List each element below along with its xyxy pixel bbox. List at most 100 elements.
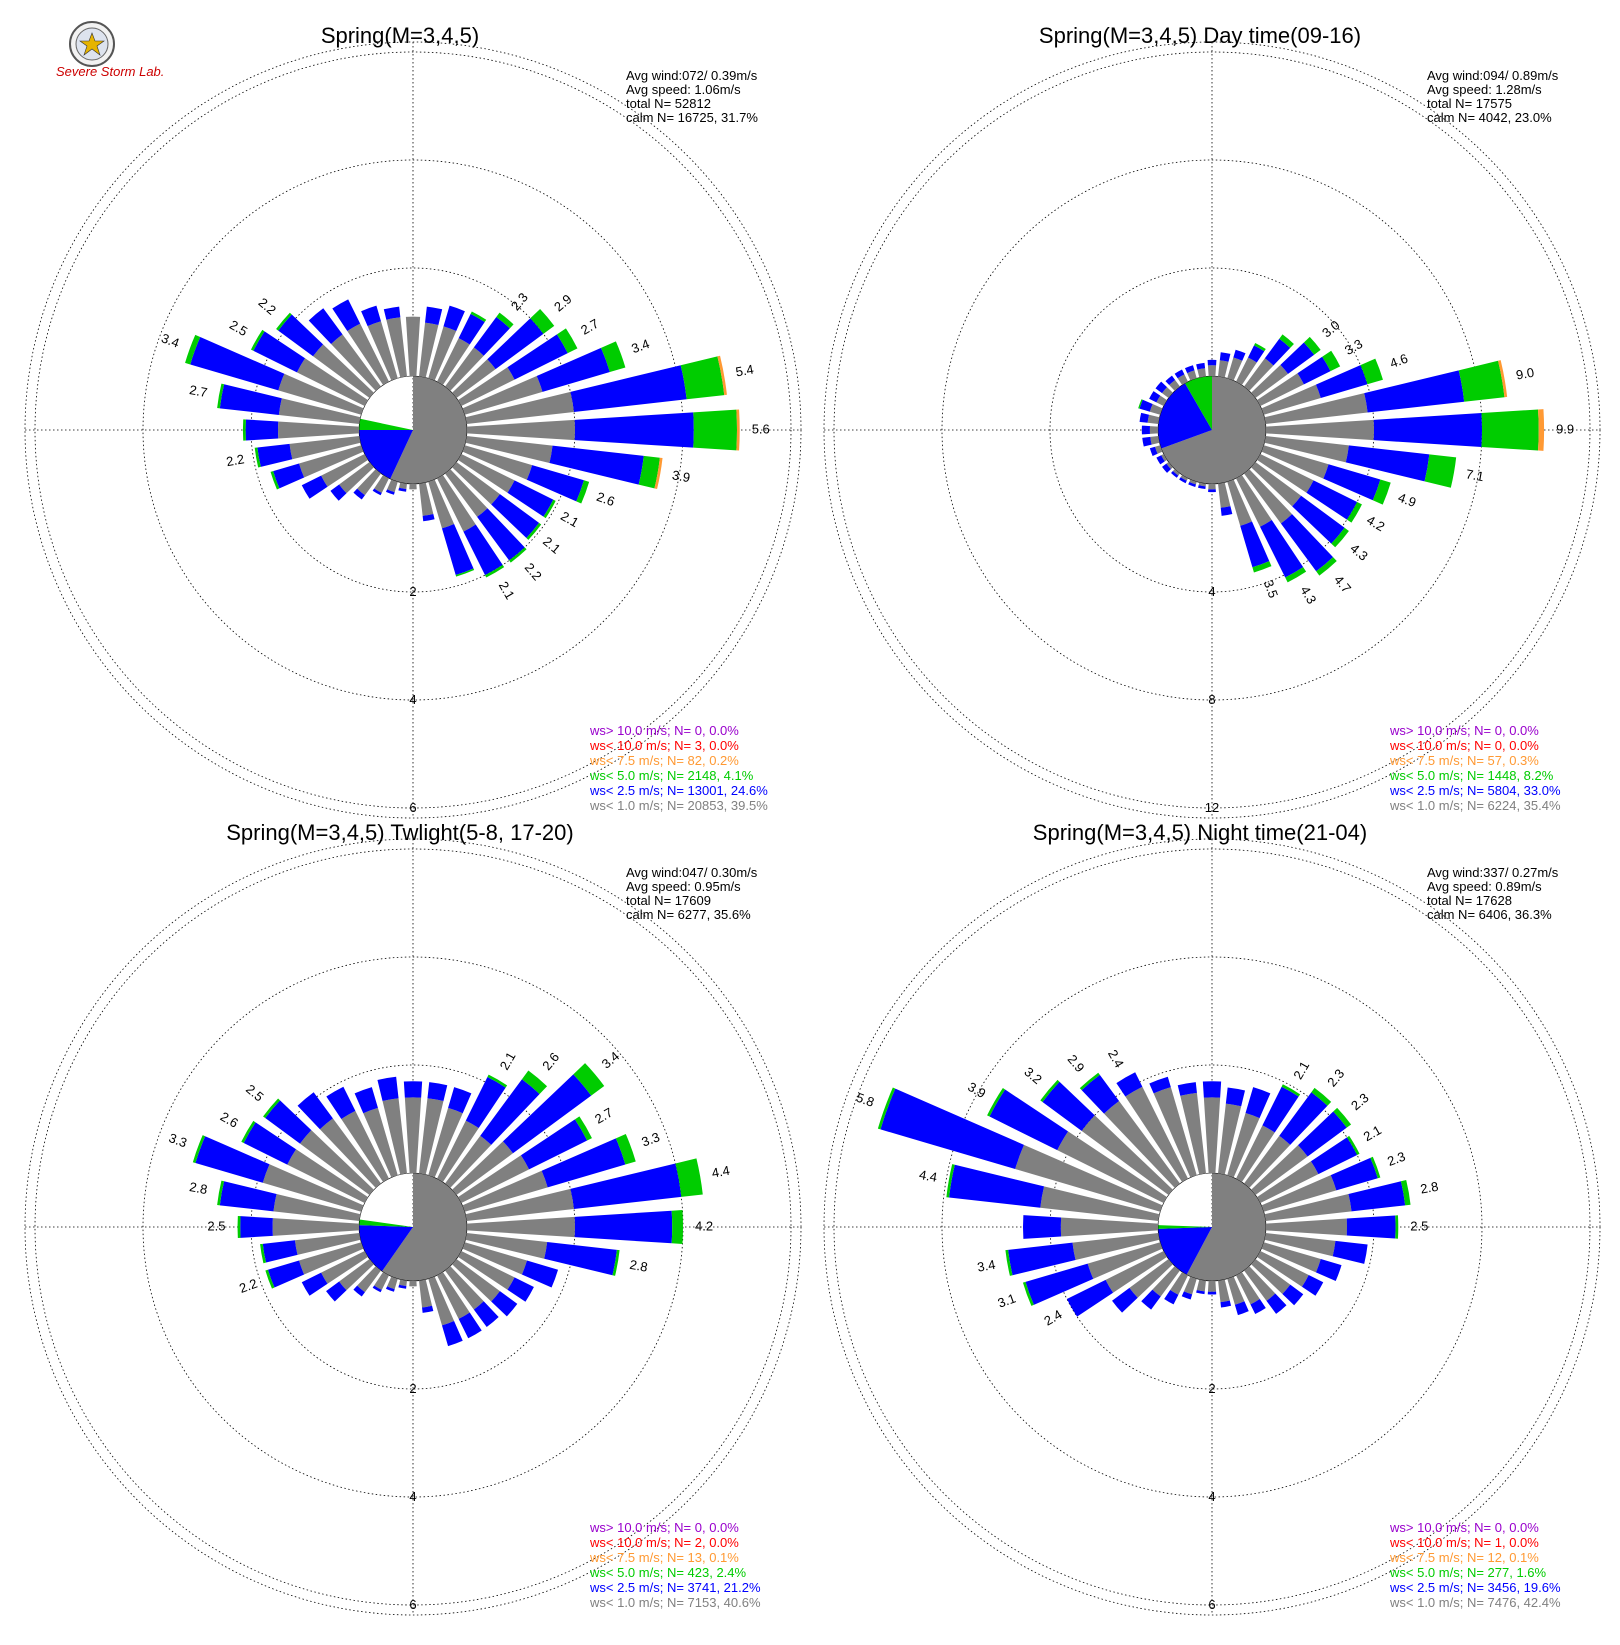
petal-segment [367,321,398,381]
petal-segment [287,1149,369,1203]
petal-segment [1280,342,1315,374]
petal-segment [374,1271,389,1290]
petal-segment [1264,393,1368,424]
petal-segment [1105,1251,1168,1293]
petal-segment [1424,454,1457,488]
petal-segment [1250,1298,1266,1315]
legend-entry: ws> 10.0 m/s; N= 0, 0.0% [1389,1520,1539,1535]
petal-segment [1264,1193,1352,1221]
petal-segment [313,344,374,398]
legend-entry: ws< 5.0 m/s; N= 423, 2.4% [589,1565,747,1580]
petal-segment [457,367,515,406]
petal-segment [1301,1275,1324,1296]
petal-segment [1265,419,1374,441]
petal-segment [1298,1111,1347,1157]
legend-entry: ws< 5.0 m/s; N= 277, 1.6% [1389,1565,1547,1580]
petal-segment [576,480,590,504]
petal-segment [419,1098,444,1175]
petal-segment [363,1107,398,1178]
petal-segment [638,455,660,489]
ring-label: 6 [409,800,416,815]
petal-segment [601,341,626,373]
petal-segment [262,1240,298,1263]
petal-label: 2.2 [256,295,279,318]
petal-segment [1184,365,1195,374]
petal-segment [1139,412,1150,423]
petal-segment [1042,1081,1095,1131]
outer-ring [24,41,802,819]
petal-segment [1244,358,1274,391]
petal-segment [1266,1293,1287,1314]
petal-segment [1218,482,1231,508]
petal-segment [466,1216,575,1238]
petal-segment [419,482,434,516]
petal-segment [262,1164,364,1212]
outer-ring [823,838,1601,1616]
petal-segment [1156,395,1168,406]
petal-segment [331,334,381,391]
petal-label: 4.4 [918,1167,938,1185]
panel-title: Spring(M=3,4,5) Night time(21-04) [1033,820,1367,845]
petal-segment [1256,373,1304,406]
legend-entry: ws< 5.0 m/s; N= 2148, 4.1% [589,768,754,783]
petal-segment [1172,469,1180,476]
petal-label: 2.1 [540,534,563,557]
petal-label: 2.3 [1385,1149,1407,1169]
petal-segment [267,1260,305,1288]
petal-segment [671,1210,684,1244]
petal-segment [1196,1279,1206,1292]
petal-segment [1138,399,1143,409]
petal-label: 3.0 [1319,317,1342,340]
petal-segment [1164,1289,1179,1305]
calm-wedge [359,430,413,479]
petal-segment [1346,1215,1396,1239]
petal-segment [1139,399,1153,412]
petal-segment [437,338,470,386]
frequency-ring [34,51,792,809]
petal-segment [372,1285,382,1293]
petal-segment [441,1321,463,1347]
petal-segment [1236,357,1257,386]
petal-segment [1116,1072,1143,1097]
petal-label: 4.6 [1388,351,1410,371]
legend-entry: ws< 2.5 m/s; N= 5804, 33.0% [1389,783,1561,798]
legend-entry: ws< 7.5 m/s; N= 13, 0.1% [589,1550,739,1565]
petal-segment [403,1081,423,1098]
petal-segment [477,508,525,561]
stat-total-n: total N= 17609 [626,893,711,908]
petal-segment [185,334,201,365]
petal-segment [1072,1233,1160,1261]
petal-segment [250,329,265,351]
petal-segment [1207,1291,1217,1295]
petal-segment [374,474,389,493]
petal-segment [443,305,465,332]
petal-label: 2.5 [1410,1218,1428,1233]
frequency-ring [833,51,1591,809]
petal-segment [1150,436,1160,445]
petal-segment [543,499,556,519]
petal-segment [1332,1240,1368,1264]
petal-segment [254,447,261,468]
petal-segment [1149,1076,1171,1094]
petal-segment [1364,370,1465,413]
petal-label: 2.3 [1348,1090,1371,1113]
petal-segment [445,469,488,517]
petal-segment [574,412,694,448]
petal-segment [615,1134,636,1165]
petal-segment [1169,380,1180,391]
petal-segment [437,1120,479,1183]
legend-entry: ws< 1.0 m/s; N= 7476, 42.4% [1389,1595,1561,1610]
stat-calm-n: calm N= 6277, 35.6% [626,907,751,922]
petal-segment [437,474,476,532]
petal-segment [1251,1259,1291,1295]
petal-segment [1261,1175,1337,1212]
petal-segment [296,358,369,406]
petal-segment [1079,1072,1100,1091]
petal-segment [1227,357,1243,381]
petal-segment [536,347,610,392]
petal-segment [1181,1291,1193,1300]
petal-segment [427,1082,448,1102]
petal-segment [332,299,361,332]
petal-segment [1245,1087,1271,1119]
